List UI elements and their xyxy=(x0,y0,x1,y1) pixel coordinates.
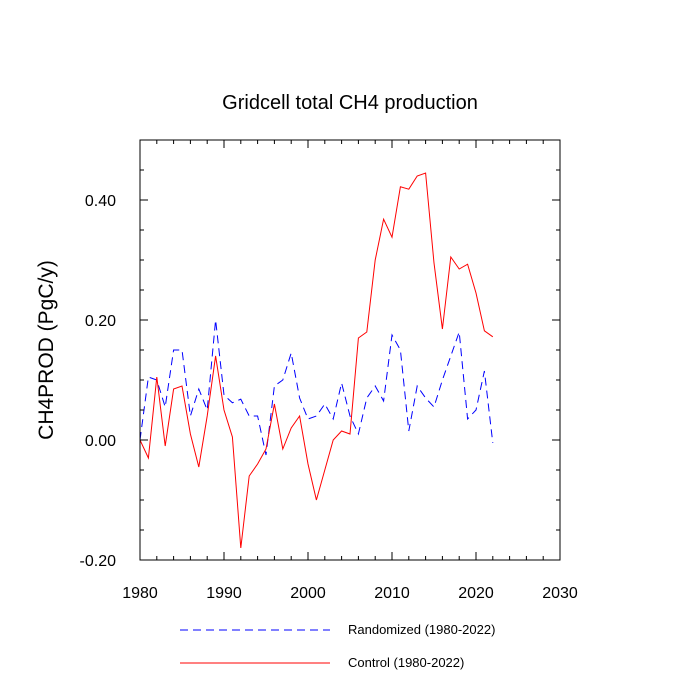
axis-ticks xyxy=(139,139,561,561)
legend-label-randomized: Randomized (1980-2022) xyxy=(348,622,495,637)
legend-label-control: Control (1980-2022) xyxy=(348,655,464,670)
y-axis-label: CH4PROD (PgC/y) xyxy=(35,260,58,440)
x-tick-label: 2010 xyxy=(374,585,410,602)
chart-title: Gridcell total CH4 production xyxy=(222,92,478,114)
plot-area xyxy=(139,139,561,561)
x-tick-label: 2020 xyxy=(458,585,494,602)
x-tick-label: 2000 xyxy=(290,585,326,602)
plot-frame xyxy=(139,139,561,561)
axis-tick-labels: 1980 1990 2000 2010 2020 2030 -0.20 0.00 0.20 0.4… xyxy=(80,193,578,602)
series-line-randomized xyxy=(139,319,494,456)
series-line-control xyxy=(139,172,494,549)
y-tick-label: 0.40 xyxy=(85,193,116,210)
x-tick-label: 1990 xyxy=(206,585,242,602)
y-tick-label: 0.00 xyxy=(85,433,116,450)
y-tick-label: -0.20 xyxy=(80,553,117,570)
y-tick-label: 0.20 xyxy=(85,313,116,330)
x-tick-label: 2030 xyxy=(542,585,578,602)
x-tick-label: 1980 xyxy=(122,585,158,602)
legend: Randomized (1980-2022) Control (1980-2022… xyxy=(180,622,495,670)
